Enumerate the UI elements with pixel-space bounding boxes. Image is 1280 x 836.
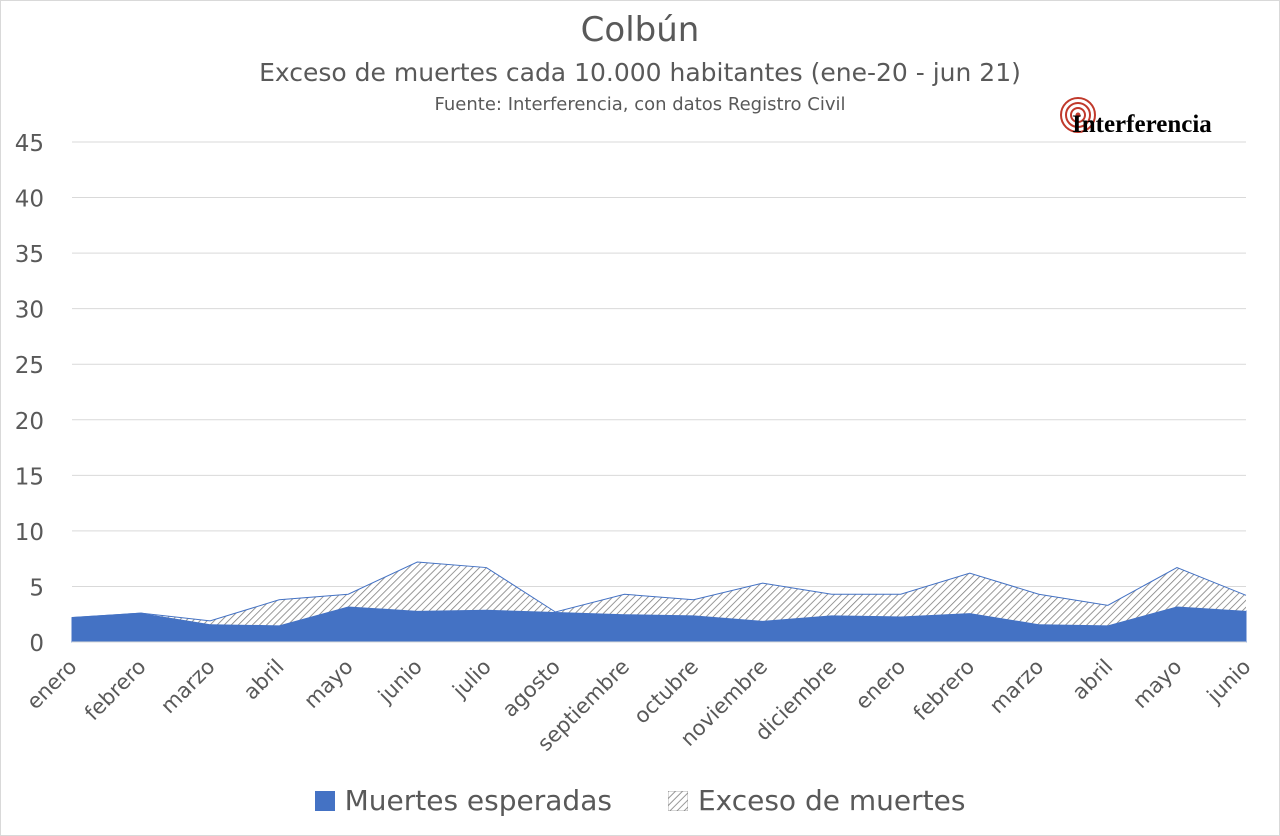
y-tick-label-2: 10 [15,520,44,546]
x-tick-label-5: junio [373,655,427,709]
legend-label-exceso: Exceso de muertes [697,784,966,817]
plot-area [71,561,1247,643]
interferencia-logo: Interferencia [1056,95,1256,143]
chart-title: Colbún [580,10,700,50]
legend-swatch-exceso [667,790,688,811]
y-tick-label-4: 20 [15,409,44,435]
x-tick-label-2: marzo [156,655,220,719]
x-tick-label-17: junio [1202,655,1256,709]
legend-swatch-esperadas [314,790,335,811]
x-tick-label-16: mayo [1128,655,1186,713]
y-tick-label-9: 45 [15,131,44,157]
x-tick-label-13: febrero [909,655,980,726]
x-tick-label-15: abril [1068,655,1118,705]
y-tick-label-3: 15 [15,464,44,490]
series-exceso-de-muertes [72,562,1246,626]
y-tick-label-7: 35 [15,242,44,268]
y-tick-label-0: 0 [29,631,44,657]
chart-subtitle: Exceso de muertes cada 10.000 habitantes… [259,58,1021,87]
x-tick-label-3: abril [239,655,289,705]
legend-label-esperadas: Muertes esperadas [344,784,612,817]
x-tick-label-6: julio [447,655,496,704]
x-tick-label-7: agosto [498,655,565,722]
legend: Muertes esperadas Exceso de muertes [0,784,1280,817]
y-tick-label-6: 30 [15,298,44,324]
concentric-circles-icon [1060,97,1096,133]
x-tick-label-14: marzo [985,655,1049,719]
x-tick-label-0: enero [22,655,82,715]
gridlines [72,141,1246,587]
y-tick-label-1: 5 [29,575,44,601]
x-tick-label-12: enero [851,655,911,715]
x-tick-label-4: mayo [299,655,357,713]
logo-text: Interferencia [1072,111,1212,138]
legend-item-exceso: Exceso de muertes [667,784,966,817]
series-exceso-outline [71,561,1247,622]
y-tick-label-5: 25 [15,353,44,379]
y-axis: 0 5 10 15 20 25 30 35 40 45 [15,131,44,657]
y-tick-label-8: 40 [15,187,44,213]
chart-source: Fuente: Interferencia, con datos Registr… [434,94,846,115]
legend-item-esperadas: Muertes esperadas [314,784,612,817]
x-tick-label-1: febrero [80,655,151,726]
